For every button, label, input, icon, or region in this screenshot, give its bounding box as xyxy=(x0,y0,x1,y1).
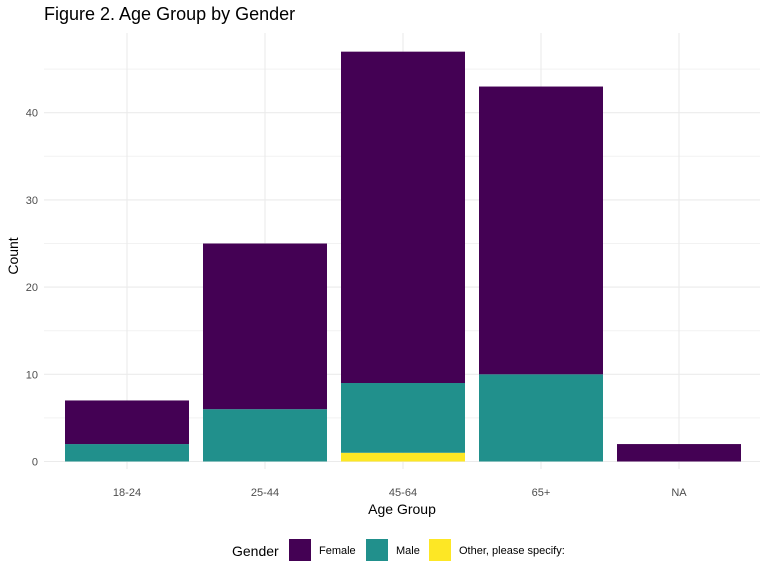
bar-segment xyxy=(203,409,327,462)
bar-segment xyxy=(65,444,189,462)
legend-label: Male xyxy=(396,545,420,557)
legend-key xyxy=(289,539,311,561)
legend-label: Other, please specify: xyxy=(459,545,565,557)
legend-key xyxy=(366,539,388,561)
bar-segment xyxy=(341,51,465,384)
y-tick-label: 30 xyxy=(26,195,38,207)
x-tick-label: NA xyxy=(671,487,687,499)
legend: Gender Female Male Other, please specify: xyxy=(232,539,565,561)
bar-segment xyxy=(479,86,603,375)
bar-segment xyxy=(203,243,327,410)
x-axis-ticks: 18-24 25-44 45-64 65+ NA xyxy=(113,487,687,499)
x-tick-label: 65+ xyxy=(532,487,551,499)
y-axis-ticks: 0 10 20 30 40 xyxy=(26,108,38,469)
chart-title: Figure 2. Age Group by Gender xyxy=(44,4,295,24)
y-tick-label: 0 xyxy=(32,457,38,469)
bar-segment xyxy=(65,400,189,445)
y-axis-label: Count xyxy=(5,237,21,274)
legend-label: Female xyxy=(319,545,356,557)
y-tick-label: 40 xyxy=(26,108,38,120)
bars xyxy=(65,51,741,462)
y-tick-label: 10 xyxy=(26,369,38,381)
bar-segment xyxy=(341,452,465,462)
bar-segment xyxy=(479,374,603,462)
x-tick-label: 18-24 xyxy=(113,487,141,499)
x-axis-label: Age Group xyxy=(368,501,436,517)
legend-key xyxy=(429,539,451,561)
bar-segment xyxy=(341,383,465,453)
legend-title: Gender xyxy=(232,543,279,559)
y-tick-label: 20 xyxy=(26,282,38,294)
bar-segment xyxy=(617,444,741,462)
x-tick-label: 25-44 xyxy=(251,487,279,499)
x-tick-label: 45-64 xyxy=(389,487,417,499)
